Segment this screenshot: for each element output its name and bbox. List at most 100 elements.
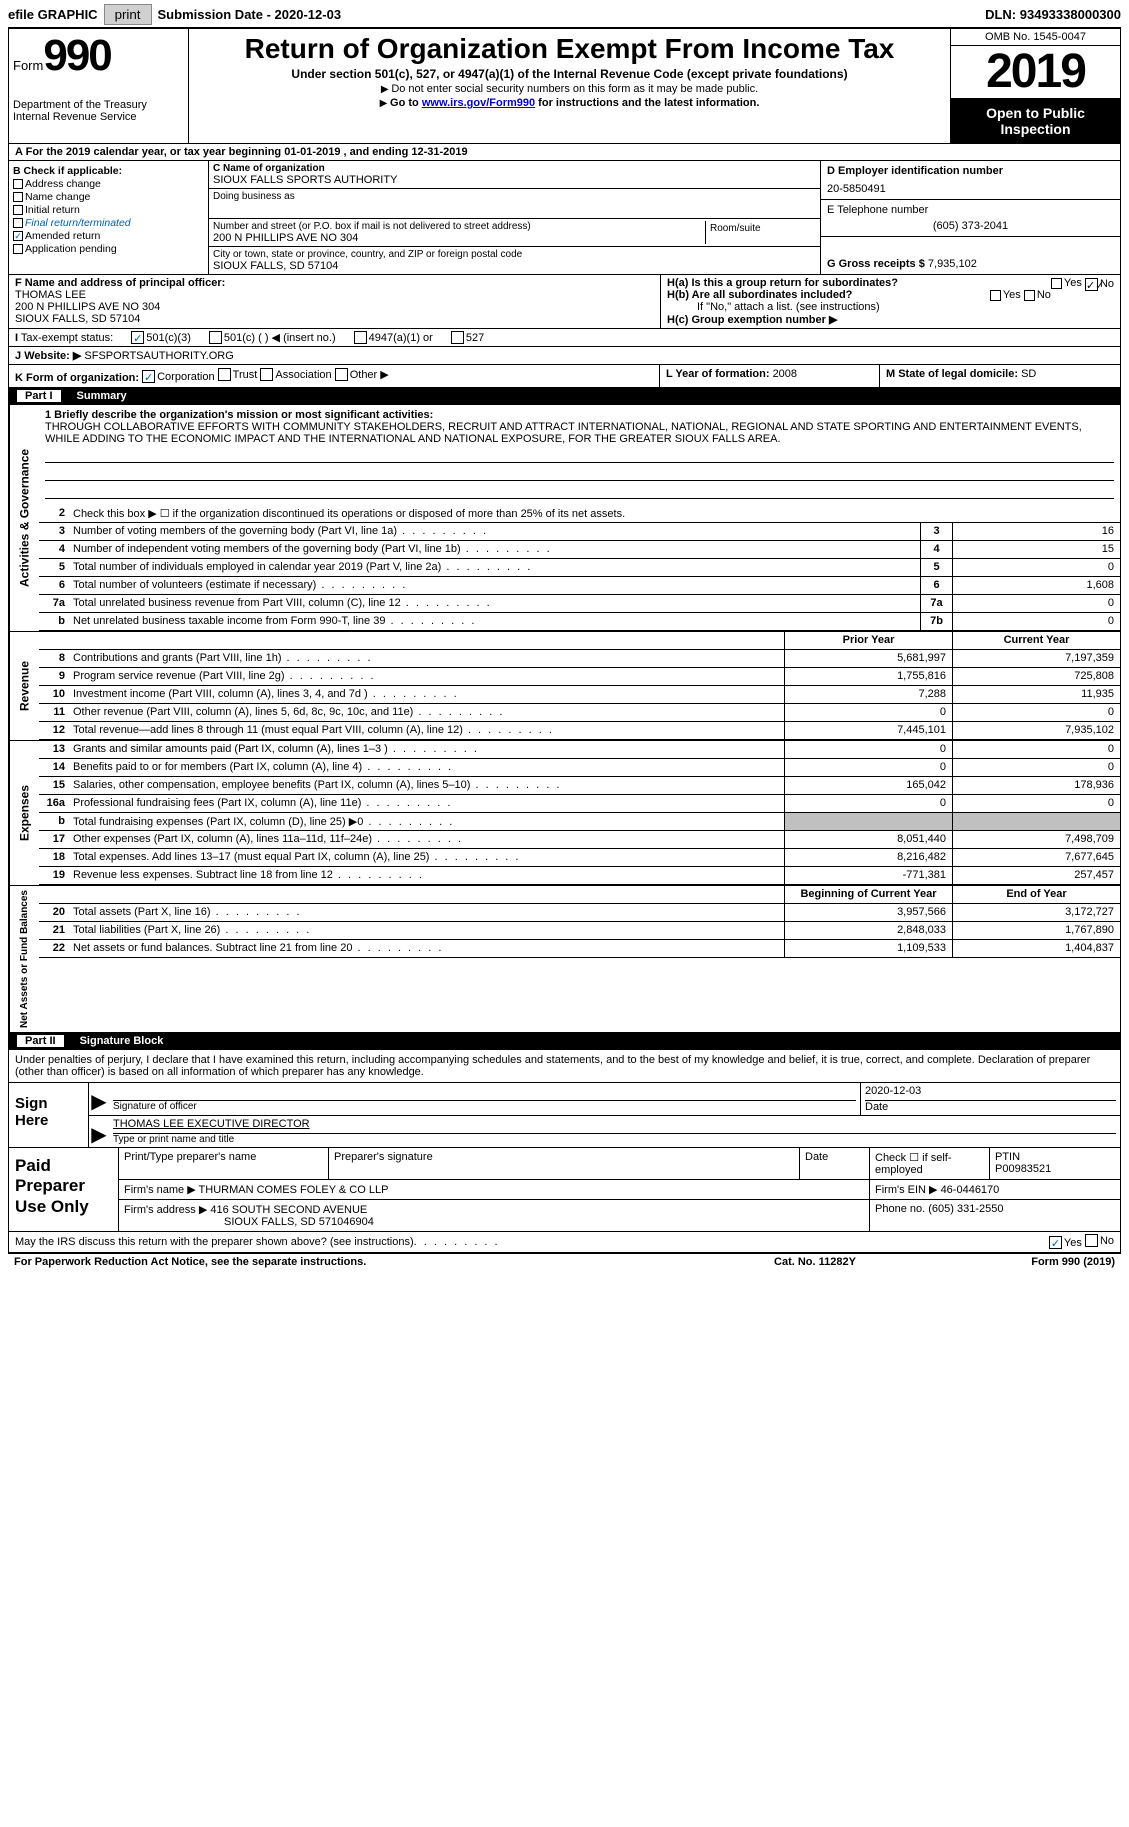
part2-bar: Part II Signature Block: [8, 1033, 1121, 1050]
principal-officer: F Name and address of principal officer:…: [9, 275, 660, 328]
gov-line: 3Number of voting members of the governi…: [39, 523, 1120, 541]
firm-name-label: Firm's name ▶: [124, 1184, 196, 1196]
hb-no[interactable]: No: [1024, 289, 1051, 301]
form-number: 990: [43, 31, 110, 80]
chk-501c3[interactable]: ✓ 501(c)(3): [131, 331, 191, 344]
chk-trust[interactable]: Trust: [218, 368, 258, 381]
ha-no[interactable]: ✓No: [1085, 278, 1114, 291]
self-employed-chk[interactable]: Check ☐ if self-employed: [870, 1148, 990, 1179]
chk-amended-return[interactable]: Amended return: [13, 230, 204, 242]
chk-4947[interactable]: 4947(a)(1) or: [354, 331, 433, 344]
section-governance: Activities & Governance 1 Briefly descri…: [8, 405, 1121, 631]
data-line: 8Contributions and grants (Part VIII, li…: [39, 650, 1120, 668]
chk-corporation[interactable]: ✓ Corporation: [142, 370, 214, 383]
chk-association[interactable]: Association: [260, 368, 331, 381]
gov-line: 6Total number of volunteers (estimate if…: [39, 577, 1120, 595]
ha-yes[interactable]: Yes: [1051, 277, 1082, 289]
entity-block: B Check if applicable: Address change Na…: [8, 161, 1121, 275]
firm-ein-label: Firm's EIN ▶: [875, 1184, 938, 1196]
data-line: 19Revenue less expenses. Subtract line 1…: [39, 867, 1120, 885]
print-button[interactable]: print: [104, 4, 152, 25]
gov-line: 5Total number of individuals employed in…: [39, 559, 1120, 577]
data-line: 11Other revenue (Part VIII, column (A), …: [39, 704, 1120, 722]
paid-preparer-label: Paid Preparer Use Only: [9, 1148, 119, 1231]
pointer-icon: ▶: [89, 1116, 109, 1147]
hb-yes[interactable]: Yes: [990, 289, 1021, 301]
section-expenses: Expenses 13Grants and similar amounts pa…: [8, 740, 1121, 885]
gross-label: G Gross receipts $: [827, 258, 928, 270]
data-line: 21Total liabilities (Part X, line 26)2,8…: [39, 922, 1120, 940]
chk-address-change[interactable]: Address change: [13, 178, 204, 190]
discuss-text: May the IRS discuss this return with the…: [15, 1236, 414, 1248]
tel-value: (605) 373-2041: [827, 220, 1114, 232]
tax-status-label: Tax-exempt status:: [21, 332, 113, 344]
discuss-row: May the IRS discuss this return with the…: [8, 1232, 1121, 1253]
officer-name-label: Type or print name and title: [113, 1134, 1116, 1145]
submission-date: Submission Date - 2020-12-03: [158, 7, 342, 22]
form-title: Return of Organization Exempt From Incom…: [197, 33, 942, 65]
row-i-tax-status: I Tax-exempt status: ✓ 501(c)(3) 501(c) …: [8, 329, 1121, 347]
col-c-name-address: C Name of organizationSIOUX FALLS SPORTS…: [209, 161, 820, 274]
street-address: 200 N PHILLIPS AVE NO 304: [213, 232, 705, 244]
city-label: City or town, state or province, country…: [213, 249, 816, 260]
mission-text: THROUGH COLLABORATIVE EFFORTS WITH COMMU…: [45, 421, 1114, 445]
form-footer: Form 990 (2019): [915, 1256, 1115, 1268]
gov-line: 4Number of independent voting members of…: [39, 541, 1120, 559]
form-of-org: K Form of organization: ✓ Corporation Tr…: [9, 365, 660, 387]
discuss-yes[interactable]: ✓ Yes: [1049, 1236, 1082, 1249]
signature-intro: Under penalties of perjury, I declare th…: [8, 1050, 1121, 1083]
firm-phone: (605) 331-2550: [928, 1203, 1003, 1215]
part2-title: Signature Block: [80, 1035, 164, 1047]
firm-name: THURMAN COMES FOLEY & CO LLP: [199, 1184, 389, 1196]
data-line: 15Salaries, other compensation, employee…: [39, 777, 1120, 795]
chk-other[interactable]: Other ▶: [335, 368, 389, 381]
firm-phone-label: Phone no.: [875, 1203, 925, 1215]
data-line: 10Investment income (Part VIII, column (…: [39, 686, 1120, 704]
omb-number: OMB No. 1545-0047: [951, 29, 1120, 46]
na-header: Beginning of Current Year End of Year: [39, 886, 1120, 904]
revenue-header: Prior Year Current Year: [39, 632, 1120, 650]
dln: DLN: 93493338000300: [985, 7, 1121, 22]
officer-name: THOMAS LEE EXECUTIVE DIRECTOR: [113, 1118, 1116, 1134]
sign-here-label: Sign Here: [9, 1083, 89, 1147]
chk-name-change[interactable]: Name change: [13, 191, 204, 203]
addr-label: Number and street (or P.O. box if mail i…: [213, 221, 705, 232]
end-year-hdr: End of Year: [952, 886, 1120, 903]
section-revenue: Revenue Prior Year Current Year 8Contrib…: [8, 631, 1121, 740]
open-inspection: Open to Public Inspection: [951, 99, 1120, 143]
efile-label: efile GRAPHIC: [8, 7, 98, 22]
chk-initial-return[interactable]: Initial return: [13, 204, 204, 216]
preparer-sig-hdr: Preparer's signature: [329, 1148, 800, 1179]
header-center: Return of Organization Exempt From Incom…: [189, 29, 950, 143]
chk-final-return[interactable]: Final return/terminated: [13, 217, 204, 229]
row-f-h: F Name and address of principal officer:…: [8, 275, 1121, 329]
preparer-name-hdr: Print/Type preparer's name: [119, 1148, 329, 1179]
group-return: H(a) Is this a group return for subordin…: [660, 275, 1120, 328]
chk-application-pending[interactable]: Application pending: [13, 243, 204, 255]
website-value: SFSPORTSAUTHORITY.ORG: [84, 350, 233, 362]
chk-527[interactable]: 527: [451, 331, 484, 344]
irs-link[interactable]: www.irs.gov/Form990: [422, 97, 535, 109]
current-year-hdr: Current Year: [952, 632, 1120, 649]
data-line: 18Total expenses. Add lines 13–17 (must …: [39, 849, 1120, 867]
begin-year-hdr: Beginning of Current Year: [784, 886, 952, 903]
cat-number: Cat. No. 11282Y: [715, 1256, 915, 1268]
gross-value: 7,935,102: [928, 258, 977, 270]
row-j-website: J Website: ▶ SFSPORTSAUTHORITY.ORG: [8, 347, 1121, 365]
data-line: 14Benefits paid to or for members (Part …: [39, 759, 1120, 777]
sign-here-block: Sign Here ▶ Signature of officer 2020-12…: [8, 1083, 1121, 1148]
data-line: 20Total assets (Part X, line 16)3,957,56…: [39, 904, 1120, 922]
mission-lead: 1 Briefly describe the organization's mi…: [45, 409, 433, 421]
dba-label: Doing business as: [213, 191, 816, 202]
ein-label: D Employer identification number: [827, 165, 1003, 177]
tax-year: 2019: [951, 46, 1120, 99]
org-name-label: C Name of organization: [213, 163, 325, 174]
data-line: 16aProfessional fundraising fees (Part I…: [39, 795, 1120, 813]
hb-label: H(b) Are all subordinates included?: [667, 289, 852, 301]
discuss-no[interactable]: No: [1085, 1234, 1114, 1247]
note-ssn: Do not enter social security numbers on …: [197, 83, 942, 95]
preparer-date-hdr: Date: [800, 1148, 870, 1179]
chk-501c[interactable]: 501(c) ( ) ◀ (insert no.): [209, 331, 336, 344]
sign-date-label: Date: [865, 1101, 1116, 1113]
col-b-head: B Check if applicable:: [13, 165, 204, 177]
